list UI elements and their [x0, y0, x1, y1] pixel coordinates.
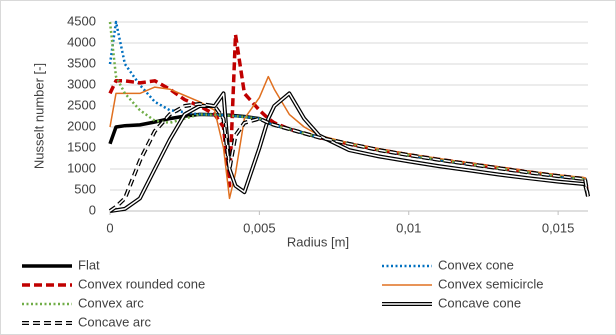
legend-label: Convex rounded cone — [78, 276, 205, 291]
x-tick-label: 0,01 — [396, 220, 421, 235]
y-tick-label: 3500 — [67, 55, 96, 70]
series-line-inner — [109, 92, 589, 212]
legend-label: Flat — [78, 257, 100, 272]
y-tick-label: 1000 — [67, 160, 96, 175]
series-line-inner — [109, 103, 589, 212]
legend-label: Convex cone — [438, 257, 514, 272]
legend-label: Convex arc — [78, 295, 144, 310]
x-axis-label: Radius [m] — [287, 234, 349, 249]
y-tick-label: 4000 — [67, 34, 96, 49]
y-tick-label: 0 — [89, 202, 96, 217]
series-line — [108, 32, 590, 197]
y-tick-label: 3000 — [67, 76, 96, 91]
x-tick-label: 0,015 — [542, 220, 575, 235]
legend-label: Concave arc — [78, 314, 151, 329]
y-tick-label: 4500 — [67, 13, 96, 28]
y-tick-label: 2000 — [67, 118, 96, 133]
x-tick-label: 0,005 — [243, 220, 276, 235]
y-tick-label: 2500 — [67, 97, 96, 112]
y-tick-label: 500 — [74, 181, 96, 196]
y-tick-label: 1500 — [67, 139, 96, 154]
y-axis-label: Nusselt number [-] — [31, 63, 46, 169]
x-tick-label: 0 — [106, 220, 113, 235]
legend-label: Concave cone — [438, 295, 521, 310]
legend-label: Convex semicircle — [438, 276, 543, 291]
